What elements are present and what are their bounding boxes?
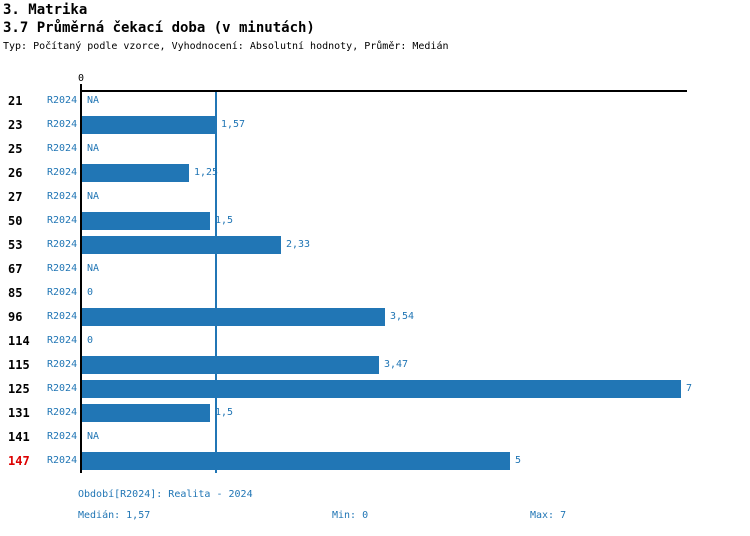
- row-period-label: R2024: [47, 143, 78, 154]
- row-period-label: R2024: [47, 119, 78, 130]
- value-label: NA: [87, 143, 100, 154]
- row-category-label: 21: [8, 94, 23, 108]
- value-label: 0: [87, 335, 94, 346]
- value-bar: [82, 452, 510, 470]
- max-stat-label: Max: 7: [530, 510, 567, 521]
- chart-row: 26 R2024 1,25: [0, 164, 750, 182]
- median-reference-line: [215, 92, 217, 473]
- value-bar: [82, 404, 210, 422]
- value-label: 2,33: [286, 239, 311, 250]
- row-category-label: 115: [8, 358, 30, 372]
- row-period-label: R2024: [47, 191, 78, 202]
- value-label: 3,54: [390, 311, 415, 322]
- axis-zero-label: 0: [77, 73, 85, 84]
- row-category-label: 96: [8, 310, 23, 324]
- value-label: NA: [87, 191, 100, 202]
- axis-zero-tick: [80, 84, 82, 90]
- period-info-label: Období[R2024]: Realita - 2024: [78, 489, 253, 500]
- row-period-label: R2024: [47, 287, 78, 298]
- value-label: 5: [515, 455, 522, 466]
- row-period-label: R2024: [47, 167, 78, 178]
- chart-row: 21 R2024 NA: [0, 92, 750, 110]
- row-category-label: 50: [8, 214, 23, 228]
- row-period-label: R2024: [47, 359, 78, 370]
- row-period-label: R2024: [47, 383, 78, 394]
- chart-row: 27 R2024 NA: [0, 188, 750, 206]
- value-label: NA: [87, 431, 100, 442]
- chart-row: 85 R2024 0: [0, 284, 750, 302]
- min-stat-label: Min: 0: [332, 510, 369, 521]
- value-bar: [82, 380, 681, 398]
- value-label: NA: [87, 263, 100, 274]
- chart-title: 3.7 Průměrná čekací doba (v minutách): [3, 20, 315, 36]
- value-label: 3,47: [384, 359, 409, 370]
- chart-row: 50 R2024 1,5: [0, 212, 750, 230]
- value-label: 1,5: [215, 407, 234, 418]
- chart-row: 125 R2024 7: [0, 380, 750, 398]
- chart-row: 115 R2024 3,47: [0, 356, 750, 374]
- row-period-label: R2024: [47, 407, 78, 418]
- value-bar: [82, 356, 379, 374]
- row-category-label: 125: [8, 382, 30, 396]
- chart-row: 53 R2024 2,33: [0, 236, 750, 254]
- row-period-label: R2024: [47, 215, 78, 226]
- value-bar: [82, 236, 281, 254]
- row-period-label: R2024: [47, 263, 78, 274]
- row-category-label: 53: [8, 238, 23, 252]
- row-category-label: 114: [8, 334, 30, 348]
- value-label: 7: [686, 383, 693, 394]
- row-period-label: R2024: [47, 95, 78, 106]
- chart-row: 131 R2024 1,5: [0, 404, 750, 422]
- chart-row: 96 R2024 3,54: [0, 308, 750, 326]
- row-period-label: R2024: [47, 431, 78, 442]
- row-category-label: 85: [8, 286, 23, 300]
- section-title: 3. Matrika: [3, 2, 88, 18]
- chart-row: 141 R2024 NA: [0, 428, 750, 446]
- row-period-label: R2024: [47, 335, 78, 346]
- value-label: 1,57: [221, 119, 246, 130]
- row-period-label: R2024: [47, 455, 78, 466]
- row-category-label: 25: [8, 142, 23, 156]
- row-period-label: R2024: [47, 239, 78, 250]
- value-bar: [82, 164, 189, 182]
- row-category-label: 141: [8, 430, 30, 444]
- row-category-label: 23: [8, 118, 23, 132]
- chart-row: 114 R2024 0: [0, 332, 750, 350]
- value-label: NA: [87, 95, 100, 106]
- row-category-label: 131: [8, 406, 30, 420]
- chart-meta-line: Typ: Počítaný podle vzorce, Vyhodnocení:…: [3, 41, 449, 52]
- chart-row: 67 R2024 NA: [0, 260, 750, 278]
- chart-row: 23 R2024 1,57: [0, 116, 750, 134]
- median-stat-label: Medián: 1,57: [78, 510, 151, 521]
- row-category-label: 67: [8, 262, 23, 276]
- y-axis-line: [80, 90, 82, 473]
- chart-row: 25 R2024 NA: [0, 140, 750, 158]
- value-bar: [82, 212, 210, 230]
- value-label: 1,5: [215, 215, 234, 226]
- value-bar: [82, 308, 385, 326]
- row-category-label: 26: [8, 166, 23, 180]
- row-category-label: 27: [8, 190, 23, 204]
- value-label: 1,25: [194, 167, 219, 178]
- row-category-label: 147: [8, 454, 30, 468]
- row-period-label: R2024: [47, 311, 78, 322]
- value-bar: [82, 116, 216, 134]
- x-axis-line: [80, 90, 687, 92]
- value-label: 0: [87, 287, 94, 298]
- chart-row: 147 R2024 5: [0, 452, 750, 470]
